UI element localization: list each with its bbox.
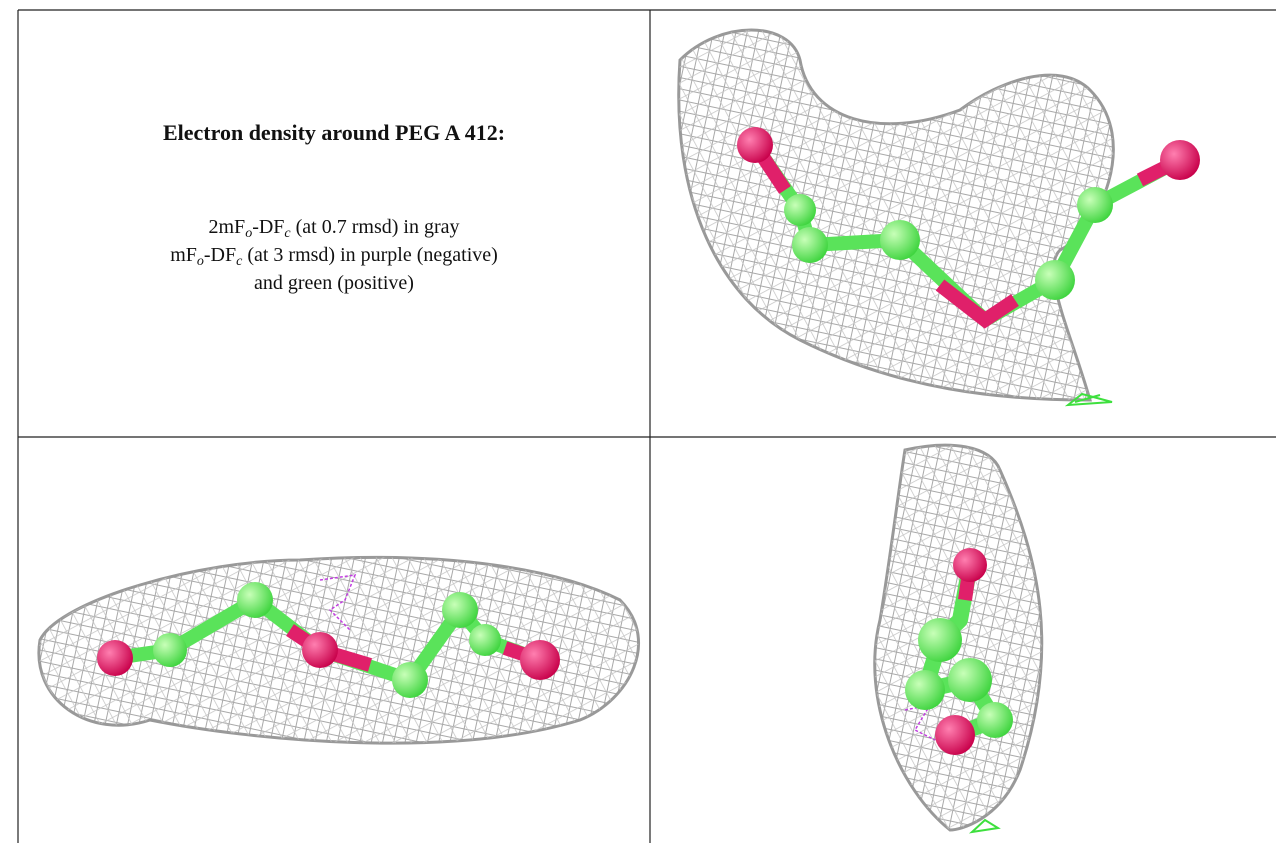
- text: -DF: [204, 244, 236, 266]
- text: (at 0.7 rmsd) in gray: [291, 216, 460, 238]
- text: and green (positive): [254, 272, 414, 294]
- text: 2mF: [209, 216, 246, 238]
- text: -DF: [252, 216, 284, 238]
- caption-line: mFo-DFc (at 3 rmsd) in purple (negative): [18, 241, 650, 269]
- text: (at 3 rmsd) in purple (negative): [242, 244, 497, 266]
- caption-lines: 2mFo-DFc (at 0.7 rmsd) in gray mFo-DFc (…: [18, 213, 650, 297]
- subscript: o: [197, 254, 204, 269]
- caption-line: 2mFo-DFc (at 0.7 rmsd) in gray: [18, 213, 650, 241]
- caption-line: and green (positive): [18, 269, 650, 297]
- text: mF: [170, 244, 197, 266]
- page: {"figure": { "title": "Electron density …: [0, 0, 1276, 843]
- density-view-2: [39, 557, 639, 743]
- density-view-1: [679, 30, 1200, 405]
- caption-title: Electron density around PEG A 412:: [18, 120, 650, 146]
- caption-cell: Electron density around PEG A 412: 2mFo-…: [18, 10, 650, 437]
- density-view-3: [875, 445, 1042, 832]
